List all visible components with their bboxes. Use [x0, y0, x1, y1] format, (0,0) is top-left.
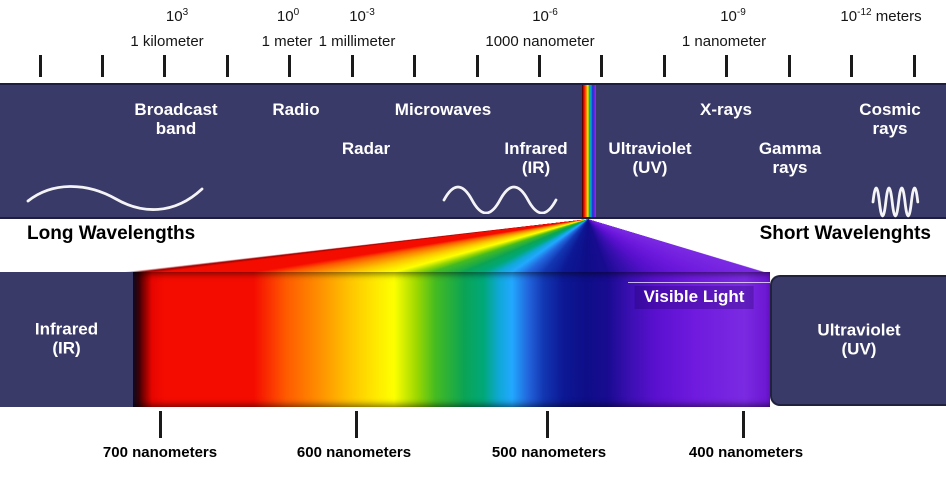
1000-nanometer-label: 1000 nanometer	[485, 33, 595, 50]
bottom-tick	[158, 411, 162, 438]
spectrum-expansion-fan	[0, 219, 946, 272]
infrared-block: Infrared (IR)	[0, 272, 133, 407]
microwaves-label: Microwaves	[394, 100, 492, 119]
1-kilometer-label: 1 kilometer	[130, 33, 204, 50]
radio-label: Radio	[272, 100, 320, 119]
cosmic-rays-label: Cosmic rays	[859, 100, 921, 138]
top-tick	[662, 55, 666, 77]
top-tick	[912, 55, 916, 77]
top-tick	[600, 55, 604, 77]
top-tick	[537, 55, 541, 77]
top-tick	[787, 55, 791, 77]
1-meter-label: 1 meter	[261, 33, 313, 50]
x-rays-label: X-rays	[700, 100, 752, 119]
infrared-ir-label: Infrared (IR)	[504, 139, 568, 177]
bottom-tick	[741, 411, 745, 438]
em-band: Broadcast band Radio Radar Microwaves Infrar…	[0, 83, 946, 219]
scale-exponent-10-6: 10-6	[532, 7, 558, 25]
radar-label: Radar	[341, 139, 391, 158]
1-millimeter-label: 1 millimeter	[318, 33, 396, 50]
visible-light-overline	[628, 282, 778, 283]
top-tick	[38, 55, 42, 77]
scale-exponent-10-12-meters: 10-12 meters	[840, 7, 922, 25]
scale-exponent-10-9: 10-9	[720, 7, 746, 25]
long-wave-icon	[26, 185, 204, 211]
400-nanometers-label: 400 nanometers	[688, 444, 804, 461]
top-tick	[288, 55, 292, 77]
ultraviolet-uv-label: Ultraviolet (UV)	[608, 139, 692, 177]
top-tick	[413, 55, 417, 77]
top-tick	[475, 55, 479, 77]
visible-light-sliver	[582, 85, 596, 217]
top-tick	[163, 55, 167, 77]
600-nanometers-label: 600 nanometers	[296, 444, 412, 461]
top-tick	[350, 55, 354, 77]
ultraviolet-block: Ultraviolet (UV)	[770, 275, 946, 406]
ultraviolet-block-label: Ultraviolet (UV)	[817, 319, 901, 358]
tight-wave-icon	[871, 186, 920, 218]
1-nanometer-label: 1 nanometer	[681, 33, 767, 50]
700-nanometers-label: 700 nanometers	[102, 444, 218, 461]
bottom-tick	[354, 411, 358, 438]
scale-exponent-103: 103	[165, 7, 189, 25]
top-tick	[850, 55, 854, 77]
top-tick	[100, 55, 104, 77]
visible-light-label: Visible Light	[634, 286, 754, 309]
visible-spectrum-gradient: Visible Light	[133, 272, 778, 407]
infrared-block-label: Infrared (IR)	[34, 318, 99, 357]
bottom-tick	[545, 411, 549, 438]
500-nanometers-label: 500 nanometers	[491, 444, 607, 461]
broadcast-band-label: Broadcast band	[134, 100, 218, 138]
top-tick	[725, 55, 729, 77]
gamma-rays-label: Gamma rays	[758, 139, 822, 177]
top-tick	[225, 55, 229, 77]
scale-exponent-100: 100	[276, 7, 300, 25]
medium-wave-icon	[442, 185, 558, 214]
scale-exponent-10-3: 10-3	[349, 7, 375, 25]
